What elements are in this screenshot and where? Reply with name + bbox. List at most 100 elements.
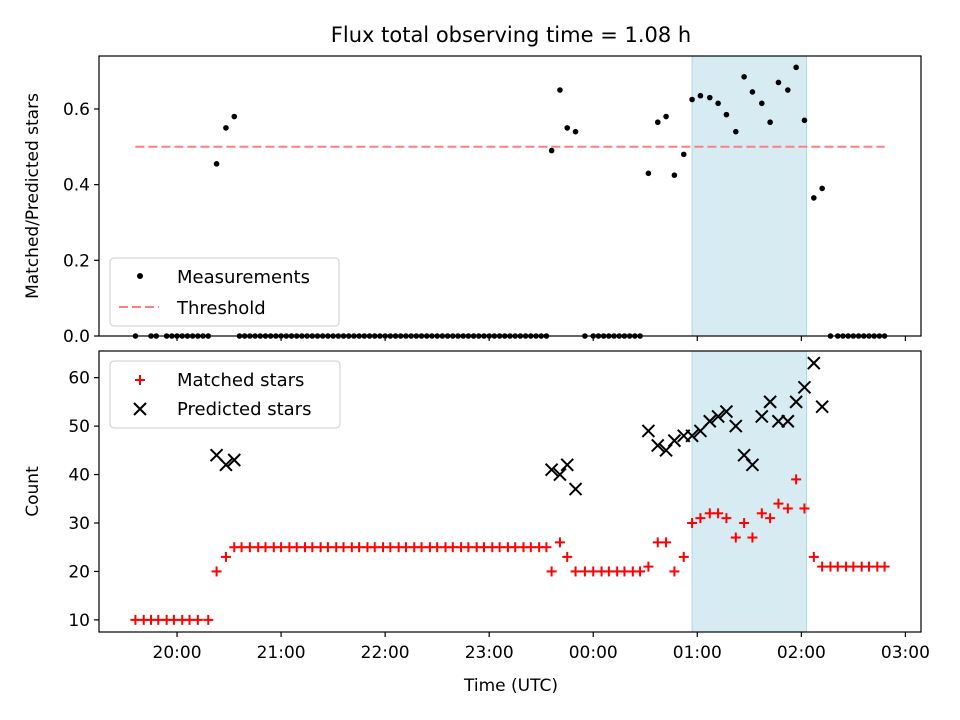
measurement-point — [775, 79, 782, 86]
predicted-star-point — [219, 458, 233, 472]
measurement-point — [811, 195, 817, 201]
matched-star-point — [643, 561, 654, 572]
matched-star-point — [678, 551, 689, 562]
predicted-star-point — [553, 467, 567, 482]
x-axis-label: Time (UTC) — [463, 676, 558, 696]
ratio-legend: Measurements Threshold — [109, 257, 340, 327]
measurement-point — [819, 185, 825, 192]
measurement-point — [557, 87, 563, 93]
predicted-star-points — [209, 356, 829, 496]
predicted-star-point — [685, 429, 699, 443]
count-y-label: Count — [23, 466, 43, 517]
highlight-span — [691, 350, 808, 633]
matched-star-point — [211, 566, 222, 577]
highlight-span — [691, 55, 808, 337]
measurement-point — [645, 170, 652, 177]
legend-box — [109, 360, 341, 429]
measurement-point — [231, 113, 238, 120]
y-tick-label: 60 — [68, 369, 90, 389]
predicted-star-point — [568, 482, 583, 496]
count-legend: Matched stars Predicted stars — [109, 360, 341, 429]
matched-star-point — [562, 551, 573, 562]
predicted-star-point — [729, 419, 743, 433]
ratio-axes-frame — [98, 55, 922, 337]
legend-threshold-label: Threshold — [176, 298, 266, 319]
predicted-star-point — [667, 433, 682, 448]
matched-star-point — [695, 513, 706, 524]
matched-star-point — [765, 513, 776, 524]
legend-measurements-marker — [137, 273, 143, 279]
measurement-point — [785, 87, 791, 93]
measurement-point — [671, 172, 678, 178]
matched-star-point — [756, 508, 767, 519]
x-tick-label: 03:00 — [881, 643, 930, 663]
predicted-star-point — [763, 395, 777, 409]
matched-star-point — [635, 566, 646, 577]
matched-star-point — [879, 561, 890, 572]
measurement-point — [732, 128, 739, 135]
measurement-point — [706, 94, 713, 101]
predicted-star-point — [719, 404, 734, 419]
chart-title: Flux total observing time = 1.08 h — [331, 23, 691, 47]
count-y-ticks: 10 20 30 40 50 60 — [68, 369, 99, 631]
matched-star-point — [661, 537, 672, 548]
x-tick-label: 02:00 — [777, 643, 826, 663]
y-tick-label: 10 — [68, 611, 90, 631]
matched-star-point — [808, 551, 819, 562]
predicted-star-point — [745, 458, 760, 472]
matched-star-point — [541, 542, 552, 553]
y-tick-label: 0.0 — [63, 327, 90, 347]
matched-star-point — [220, 551, 231, 562]
matched-star-point — [782, 503, 793, 514]
y-tick-label: 0.6 — [63, 100, 90, 120]
legend-predicted-marker — [133, 402, 147, 416]
y-tick-label: 40 — [68, 466, 90, 486]
measurement-point — [759, 100, 765, 107]
measurement-point — [689, 96, 695, 103]
y-tick-label: 20 — [68, 562, 90, 582]
matched-star-point — [747, 532, 758, 543]
matched-star-point — [669, 566, 680, 577]
x-tick-label: 21:00 — [257, 643, 306, 663]
predicted-star-point — [807, 356, 821, 370]
matched-star-point — [721, 513, 732, 524]
predicted-star-point — [641, 424, 656, 438]
matched-star-point — [554, 537, 565, 548]
x-tick-label: 20:00 — [153, 643, 202, 663]
predicted-star-point — [651, 438, 665, 453]
y-tick-label: 30 — [68, 514, 90, 534]
legend-matched-marker — [135, 375, 145, 385]
measurement-point — [564, 125, 571, 131]
measurement-point — [749, 89, 756, 95]
count-axes-frame — [98, 350, 922, 633]
legend-matched-label: Matched stars — [177, 370, 304, 391]
measurement-point — [213, 161, 220, 167]
predicted-star-point — [797, 380, 812, 395]
matched-star-point — [713, 508, 724, 519]
matched-star-point — [791, 474, 802, 485]
count-panel: 10 20 30 40 50 60 20:00 21:00 22:00 23:00 00:00 01… — [23, 350, 930, 696]
matched-star-point — [739, 517, 750, 528]
ratio-x-ticks — [176, 336, 906, 341]
measurement-point — [741, 74, 747, 80]
measurement-point — [680, 151, 687, 158]
legend-predicted-label: Predicted stars — [177, 399, 311, 420]
measurement-point — [223, 125, 229, 131]
predicted-star-point — [789, 395, 803, 409]
y-tick-label: 50 — [68, 417, 90, 437]
matched-star-point — [799, 503, 810, 514]
measurement-point — [715, 100, 721, 107]
matched-star-point — [546, 566, 557, 577]
y-tick-label: 0.4 — [63, 176, 90, 196]
ratio-panel: 0.0 0.2 0.4 0.6 Matched/Predicted stars Mea… — [23, 55, 922, 347]
predicted-star-point — [781, 414, 795, 428]
predicted-star-point — [560, 458, 574, 472]
predicted-star-point — [755, 409, 769, 424]
matched-star-point — [203, 614, 214, 625]
measurement-point — [572, 128, 579, 135]
count-x-ticks: 20:00 21:00 22:00 23:00 00:00 01:00 02:00 03:00 — [153, 632, 930, 663]
matched-star-point — [570, 566, 581, 577]
measurement-point — [793, 64, 799, 71]
x-tick-label: 23:00 — [465, 643, 514, 663]
